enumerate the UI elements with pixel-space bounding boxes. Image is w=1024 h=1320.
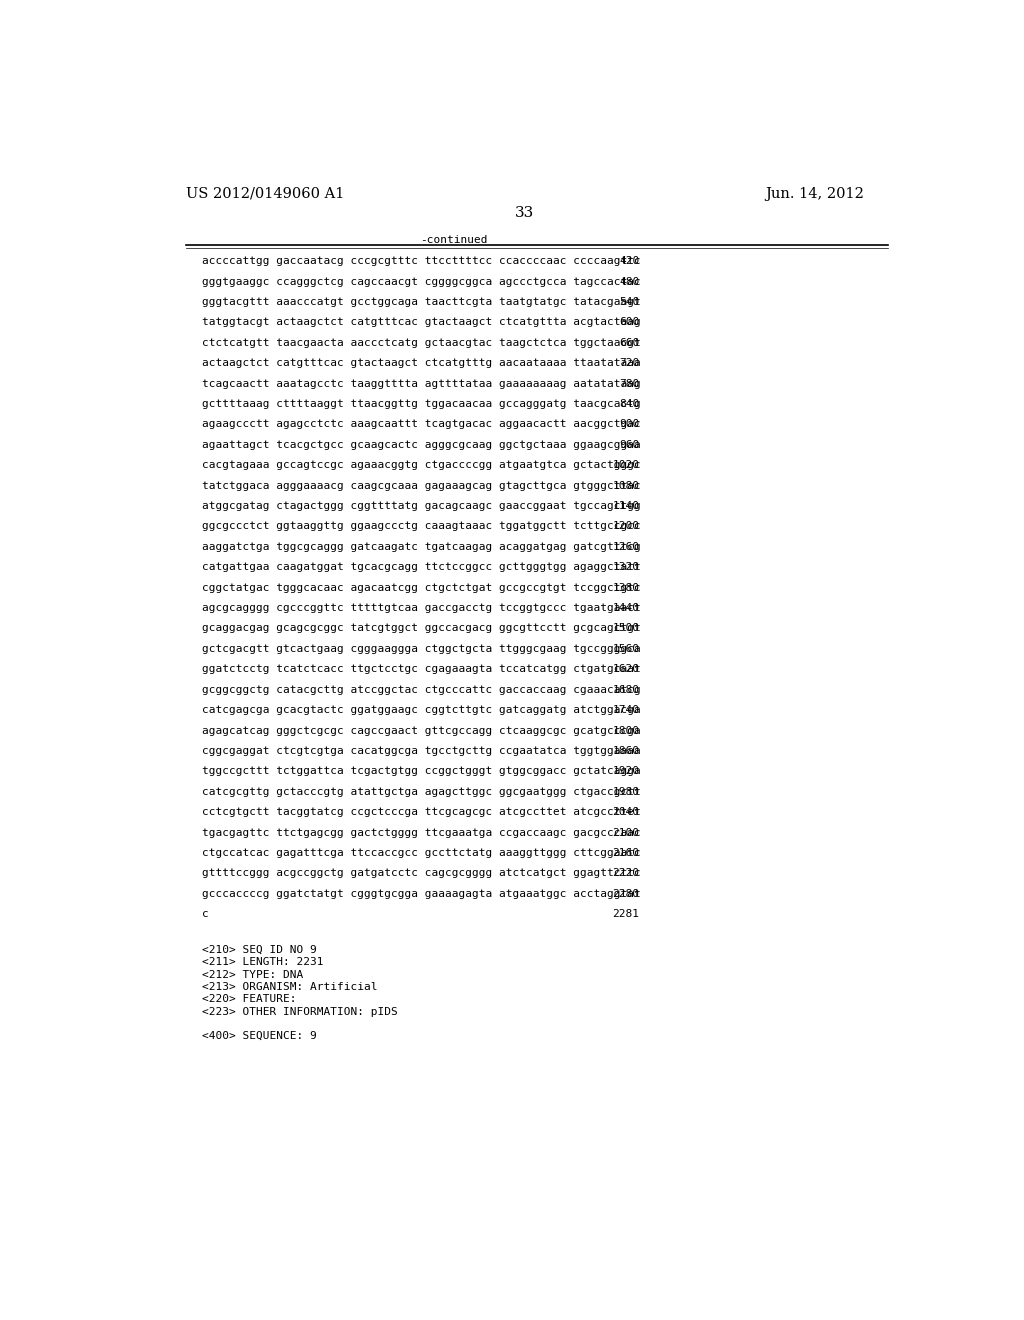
Text: agaattagct tcacgctgcc gcaagcactc agggcgcaag ggctgctaaa ggaagcggaa: agaattagct tcacgctgcc gcaagcactc agggcgc…	[202, 440, 640, 450]
Text: <210> SEQ ID NO 9: <210> SEQ ID NO 9	[202, 945, 316, 954]
Text: 840: 840	[620, 399, 640, 409]
Text: ggcgccctct ggtaaggttg ggaagccctg caaagtaaac tggatggctt tcttgccgcc: ggcgccctct ggtaaggttg ggaagccctg caaagta…	[202, 521, 640, 532]
Text: catcgcgttg gctacccgtg atattgctga agagcttggc ggcgaatggg ctgaccgctt: catcgcgttg gctacccgtg atattgctga agagctt…	[202, 787, 640, 797]
Text: gggtgaaggc ccagggctcg cagccaacgt cggggcggca agccctgcca tagccactac: gggtgaaggc ccagggctcg cagccaacgt cggggcg…	[202, 277, 640, 286]
Text: 1260: 1260	[612, 543, 640, 552]
Text: 2100: 2100	[612, 828, 640, 837]
Text: Jun. 14, 2012: Jun. 14, 2012	[765, 187, 864, 201]
Text: 1320: 1320	[612, 562, 640, 573]
Text: cggcgaggat ctcgtcgtga cacatggcga tgcctgcttg ccgaatatca tggtggaaaa: cggcgaggat ctcgtcgtga cacatggcga tgcctgc…	[202, 746, 640, 756]
Text: 2281: 2281	[612, 909, 640, 919]
Text: gcccaccccg ggatctatgt cgggtgcgga gaaaagagta atgaaatggc acctaggtat: gcccaccccg ggatctatgt cgggtgcgga gaaaaga…	[202, 888, 640, 899]
Text: cacgtagaaa gccagtccgc agaaacggtg ctgaccccgg atgaatgtca gctactgggc: cacgtagaaa gccagtccgc agaaacggtg ctgaccc…	[202, 461, 640, 470]
Text: ctctcatgtt taacgaacta aaccctcatg gctaacgtac taagctctca tggctaacgt: ctctcatgtt taacgaacta aaccctcatg gctaacg…	[202, 338, 640, 347]
Text: <212> TYPE: DNA: <212> TYPE: DNA	[202, 970, 303, 979]
Text: 780: 780	[620, 379, 640, 388]
Text: tatctggaca agggaaaacg caagcgcaaa gagaaagcag gtagcttgca gtgggcttac: tatctggaca agggaaaacg caagcgcaaa gagaaag…	[202, 480, 640, 491]
Text: 660: 660	[620, 338, 640, 347]
Text: 1740: 1740	[612, 705, 640, 715]
Text: 2040: 2040	[612, 807, 640, 817]
Text: 1440: 1440	[612, 603, 640, 612]
Text: <213> ORGANISM: Artificial: <213> ORGANISM: Artificial	[202, 982, 377, 991]
Text: 600: 600	[620, 317, 640, 327]
Text: tatggtacgt actaagctct catgtttcac gtactaagct ctcatgttta acgtactaag: tatggtacgt actaagctct catgtttcac gtactaa…	[202, 317, 640, 327]
Text: tgacgagttc ttctgagcgg gactctgggg ttcgaaatga ccgaccaagc gacgcccaac: tgacgagttc ttctgagcgg gactctgggg ttcgaaa…	[202, 828, 640, 837]
Text: 480: 480	[620, 277, 640, 286]
Text: 1920: 1920	[612, 767, 640, 776]
Text: 1620: 1620	[612, 664, 640, 675]
Text: 1860: 1860	[612, 746, 640, 756]
Text: US 2012/0149060 A1: US 2012/0149060 A1	[186, 187, 344, 201]
Text: gttttccggg acgccggctg gatgatcctc cagcgcgggg atctcatgct ggagttcttc: gttttccggg acgccggctg gatgatcctc cagcgcg…	[202, 869, 640, 878]
Text: 900: 900	[620, 420, 640, 429]
Text: 33: 33	[515, 206, 535, 220]
Text: gggtacgttt aaacccatgt gcctggcaga taacttcgta taatgtatgc tatacgaagt: gggtacgttt aaacccatgt gcctggcaga taacttc…	[202, 297, 640, 308]
Text: gcggcggctg catacgcttg atccggctac ctgcccattc gaccaccaag cgaaacatcg: gcggcggctg catacgcttg atccggctac ctgccca…	[202, 685, 640, 694]
Text: <223> OTHER INFORMATION: pIDS: <223> OTHER INFORMATION: pIDS	[202, 1007, 397, 1016]
Text: 1140: 1140	[612, 502, 640, 511]
Text: -continued: -continued	[420, 235, 487, 246]
Text: agagcatcag gggctcgcgc cagccgaact gttcgccagg ctcaaggcgc gcatgcccga: agagcatcag gggctcgcgc cagccgaact gttcgcc…	[202, 726, 640, 735]
Text: aaggatctga tggcgcaggg gatcaagatc tgatcaagag acaggatgag gatcgtttcg: aaggatctga tggcgcaggg gatcaagatc tgatcaa…	[202, 543, 640, 552]
Text: 1080: 1080	[612, 480, 640, 491]
Text: agcgcagggg cgcccggttc tttttgtcaa gaccgacctg tccggtgccc tgaatgaact: agcgcagggg cgcccggttc tttttgtcaa gaccgac…	[202, 603, 640, 612]
Text: c: c	[202, 909, 208, 919]
Text: catgattgaa caagatggat tgcacgcagg ttctccggcc gcttgggtgg agaggctatt: catgattgaa caagatggat tgcacgcagg ttctccg…	[202, 562, 640, 573]
Text: 1680: 1680	[612, 685, 640, 694]
Text: tggccgcttt tctggattca tcgactgtgg ccggctgggt gtggcggacc gctatcagga: tggccgcttt tctggattca tcgactgtgg ccggctg…	[202, 767, 640, 776]
Text: cctcgtgctt tacggtatcg ccgctcccga ttcgcagcgc atcgccttet atcgccttet: cctcgtgctt tacggtatcg ccgctcccga ttcgcag…	[202, 807, 640, 817]
Text: 960: 960	[620, 440, 640, 450]
Text: 1200: 1200	[612, 521, 640, 532]
Text: 1560: 1560	[612, 644, 640, 653]
Text: accccattgg gaccaatacg cccgcgtttc ttccttttcc ccaccccaac ccccaagttc: accccattgg gaccaatacg cccgcgtttc ttccttt…	[202, 256, 640, 267]
Text: <220> FEATURE:: <220> FEATURE:	[202, 994, 296, 1005]
Text: 1020: 1020	[612, 461, 640, 470]
Text: gctcgacgtt gtcactgaag cgggaaggga ctggctgcta ttgggcgaag tgccggggca: gctcgacgtt gtcactgaag cgggaaggga ctggctg…	[202, 644, 640, 653]
Text: <400> SEQUENCE: 9: <400> SEQUENCE: 9	[202, 1031, 316, 1041]
Text: ggatctcctg tcatctcacc ttgctcctgc cgagaaagta tccatcatgg ctgatgcaat: ggatctcctg tcatctcacc ttgctcctgc cgagaaa…	[202, 664, 640, 675]
Text: cggctatgac tgggcacaac agacaatcgg ctgctctgat gccgccgtgt tccggctgtc: cggctatgac tgggcacaac agacaatcgg ctgctct…	[202, 582, 640, 593]
Text: gcttttaaag cttttaaggt ttaacggttg tggacaacaa gccagggatg taacgcactg: gcttttaaag cttttaaggt ttaacggttg tggacaa…	[202, 399, 640, 409]
Text: ctgccatcac gagatttcga ttccaccgcc gccttctatg aaaggttggg cttcggaatc: ctgccatcac gagatttcga ttccaccgcc gccttct…	[202, 847, 640, 858]
Text: 720: 720	[620, 358, 640, 368]
Text: atggcgatag ctagactggg cggttttatg gacagcaagc gaaccggaat tgccagctgg: atggcgatag ctagactggg cggttttatg gacagca…	[202, 502, 640, 511]
Text: <211> LENGTH: 2231: <211> LENGTH: 2231	[202, 957, 324, 968]
Text: 1800: 1800	[612, 726, 640, 735]
Text: tcagcaactt aaatagcctc taaggtttta agttttataa gaaaaaaaag aatatataag: tcagcaactt aaatagcctc taaggtttta agtttta…	[202, 379, 640, 388]
Text: gcaggacgag gcagcgcggc tatcgtggct ggccacgacg ggcgttcctt gcgcagctgt: gcaggacgag gcagcgcggc tatcgtggct ggccacg…	[202, 623, 640, 634]
Text: 540: 540	[620, 297, 640, 308]
Text: actaagctct catgtttcac gtactaagct ctcatgtttg aacaataaaa ttaatataaa: actaagctct catgtttcac gtactaagct ctcatgt…	[202, 358, 640, 368]
Text: catcgagcga gcacgtactc ggatggaagc cggtcttgtc gatcaggatg atctggacga: catcgagcga gcacgtactc ggatggaagc cggtctt…	[202, 705, 640, 715]
Text: 1980: 1980	[612, 787, 640, 797]
Text: 1500: 1500	[612, 623, 640, 634]
Text: 1380: 1380	[612, 582, 640, 593]
Text: 2220: 2220	[612, 869, 640, 878]
Text: 2280: 2280	[612, 888, 640, 899]
Text: agaagccctt agagcctctc aaagcaattt tcagtgacac aggaacactt aacggctgac: agaagccctt agagcctctc aaagcaattt tcagtga…	[202, 420, 640, 429]
Text: 2160: 2160	[612, 847, 640, 858]
Text: 420: 420	[620, 256, 640, 267]
